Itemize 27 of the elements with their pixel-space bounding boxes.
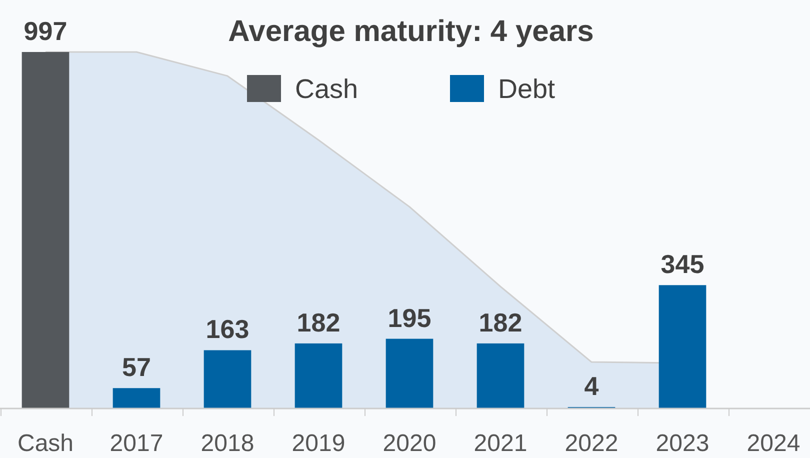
data-label: 997 — [24, 16, 68, 46]
legend-label: Cash — [295, 74, 358, 104]
x-tick-label: 2023 — [656, 430, 710, 457]
data-label: 195 — [388, 302, 432, 333]
x-tick-label: 2021 — [474, 430, 528, 457]
x-tick-label: 2024 — [746, 430, 800, 457]
x-tick-label: 2022 — [564, 430, 618, 457]
data-label: 57 — [122, 352, 151, 382]
data-label: 4 — [584, 371, 600, 402]
bar — [204, 350, 252, 408]
bar — [22, 52, 70, 408]
x-tick-label: 2018 — [200, 430, 254, 457]
x-tick-label: 2019 — [292, 430, 346, 457]
x-tick-label: Cash — [17, 430, 74, 457]
chart-title: Average maturity: 4 years — [228, 15, 594, 48]
bar — [476, 343, 524, 408]
bar — [294, 343, 342, 408]
bar — [386, 338, 434, 408]
data-label: 163 — [206, 314, 250, 344]
data-label: 182 — [478, 307, 522, 338]
x-tick-label: 2017 — [110, 430, 164, 457]
data-label: 182 — [296, 307, 340, 338]
x-tick-label: 2020 — [382, 430, 436, 457]
bar — [112, 388, 160, 408]
data-label: 345 — [660, 249, 704, 280]
legend-label: Debt — [498, 74, 556, 104]
bar — [658, 285, 706, 408]
